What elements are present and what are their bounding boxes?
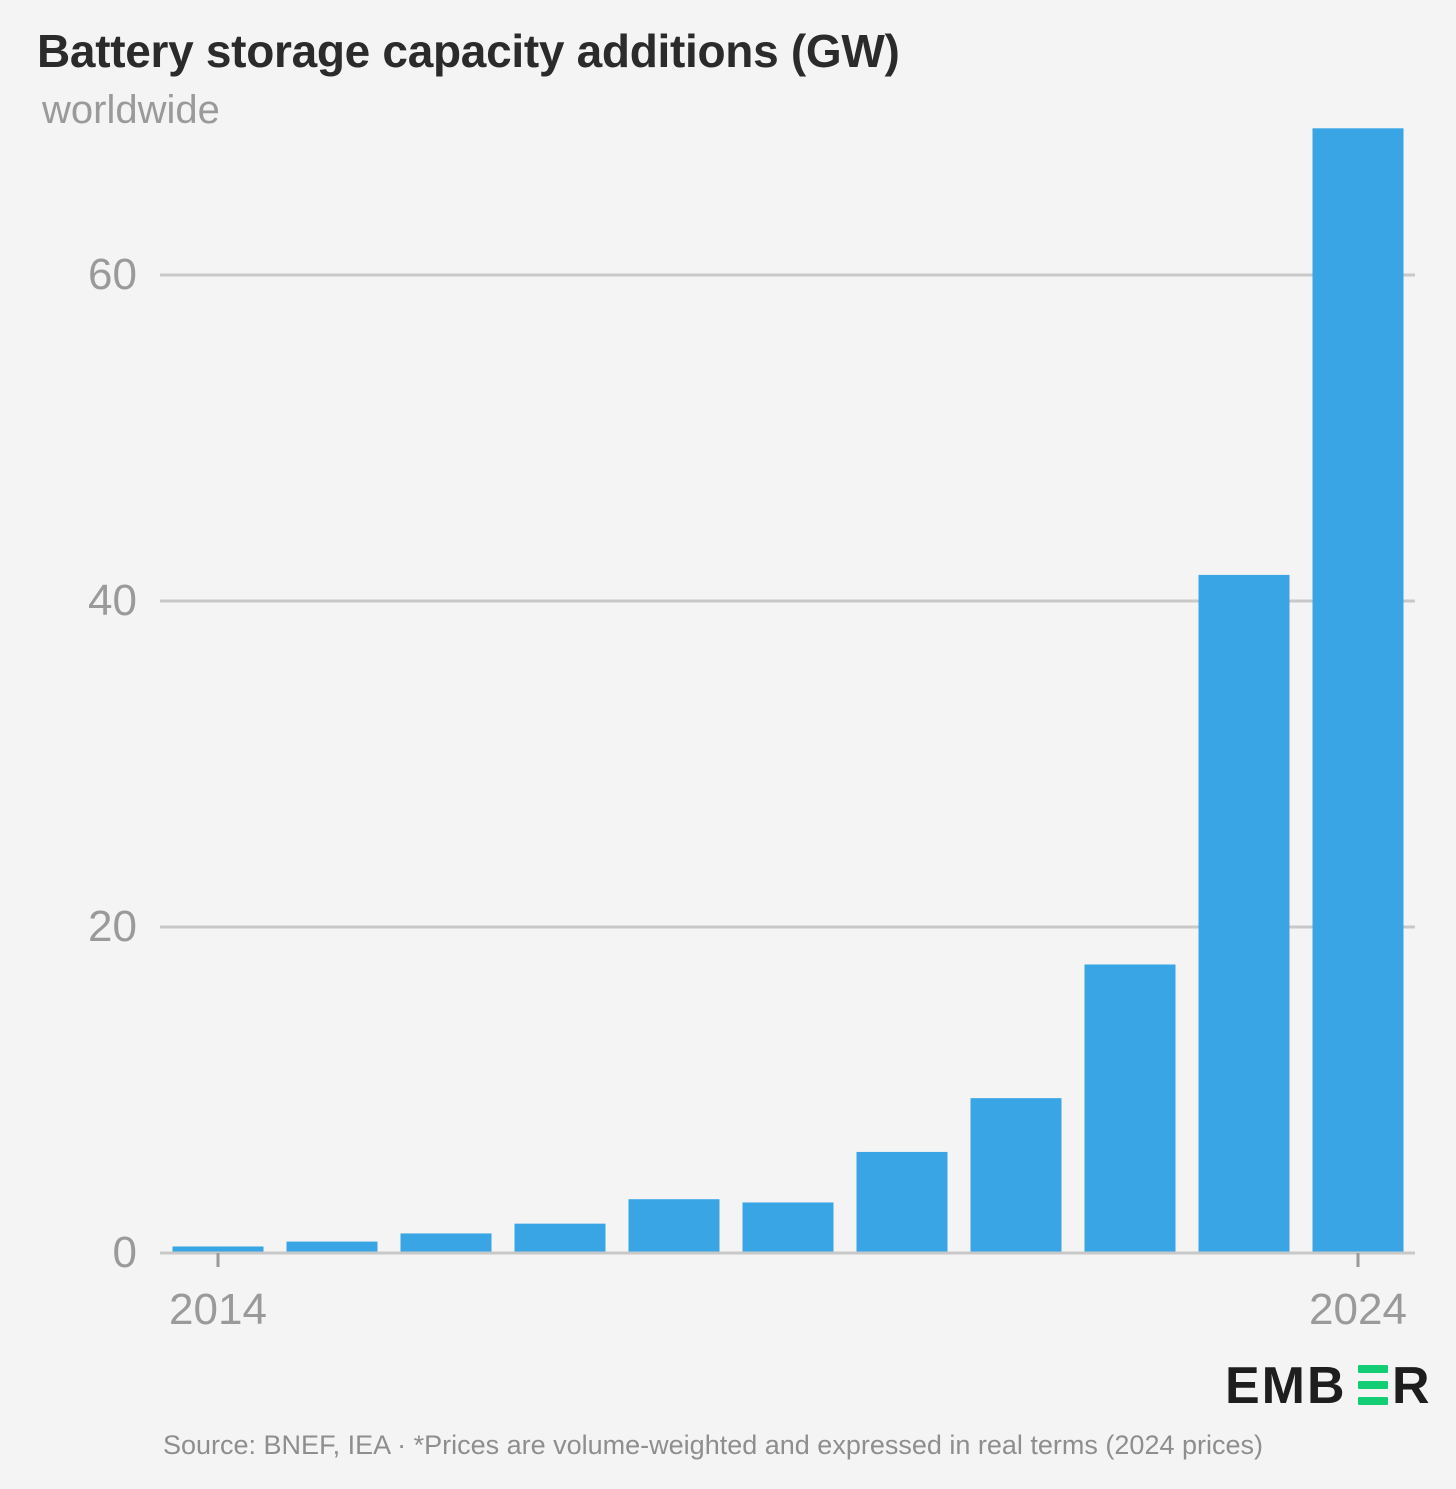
bar-2018	[628, 1199, 720, 1253]
y-tick-label: 0	[113, 1228, 137, 1277]
x-axis	[160, 1251, 1415, 1267]
chart-subtitle: worldwide	[42, 88, 220, 132]
source-note: Source: BNEF, IEA · *Prices are volume-w…	[163, 1430, 1263, 1460]
y-tick-label: 60	[88, 250, 137, 299]
x-tick-label: 2024	[1309, 1285, 1407, 1334]
chart-title: Battery storage capacity additions (GW)	[37, 25, 900, 77]
bar-2015	[286, 1241, 378, 1253]
svg-text:EMB: EMB	[1225, 1357, 1347, 1414]
bar-2016	[400, 1233, 492, 1253]
bar-2017	[514, 1223, 606, 1253]
y-tick-label: 40	[88, 576, 137, 625]
bar-2014	[172, 1246, 264, 1253]
tick-labels: 0 20 40 60 2014 2024	[88, 250, 1407, 1334]
bar-2019	[742, 1202, 834, 1253]
ember-logo-e-bars	[1358, 1365, 1388, 1405]
bar-2020	[856, 1151, 948, 1253]
ember-logo: EMB R	[1225, 1357, 1430, 1414]
bar-2021	[970, 1098, 1062, 1253]
y-tick-label: 20	[88, 902, 137, 951]
bar-2023	[1198, 574, 1290, 1253]
x-tick-label: 2014	[169, 1285, 267, 1334]
bars	[172, 128, 1404, 1253]
bar-2024	[1312, 128, 1404, 1253]
svg-text:R: R	[1392, 1357, 1430, 1414]
bar-2022	[1084, 964, 1176, 1253]
